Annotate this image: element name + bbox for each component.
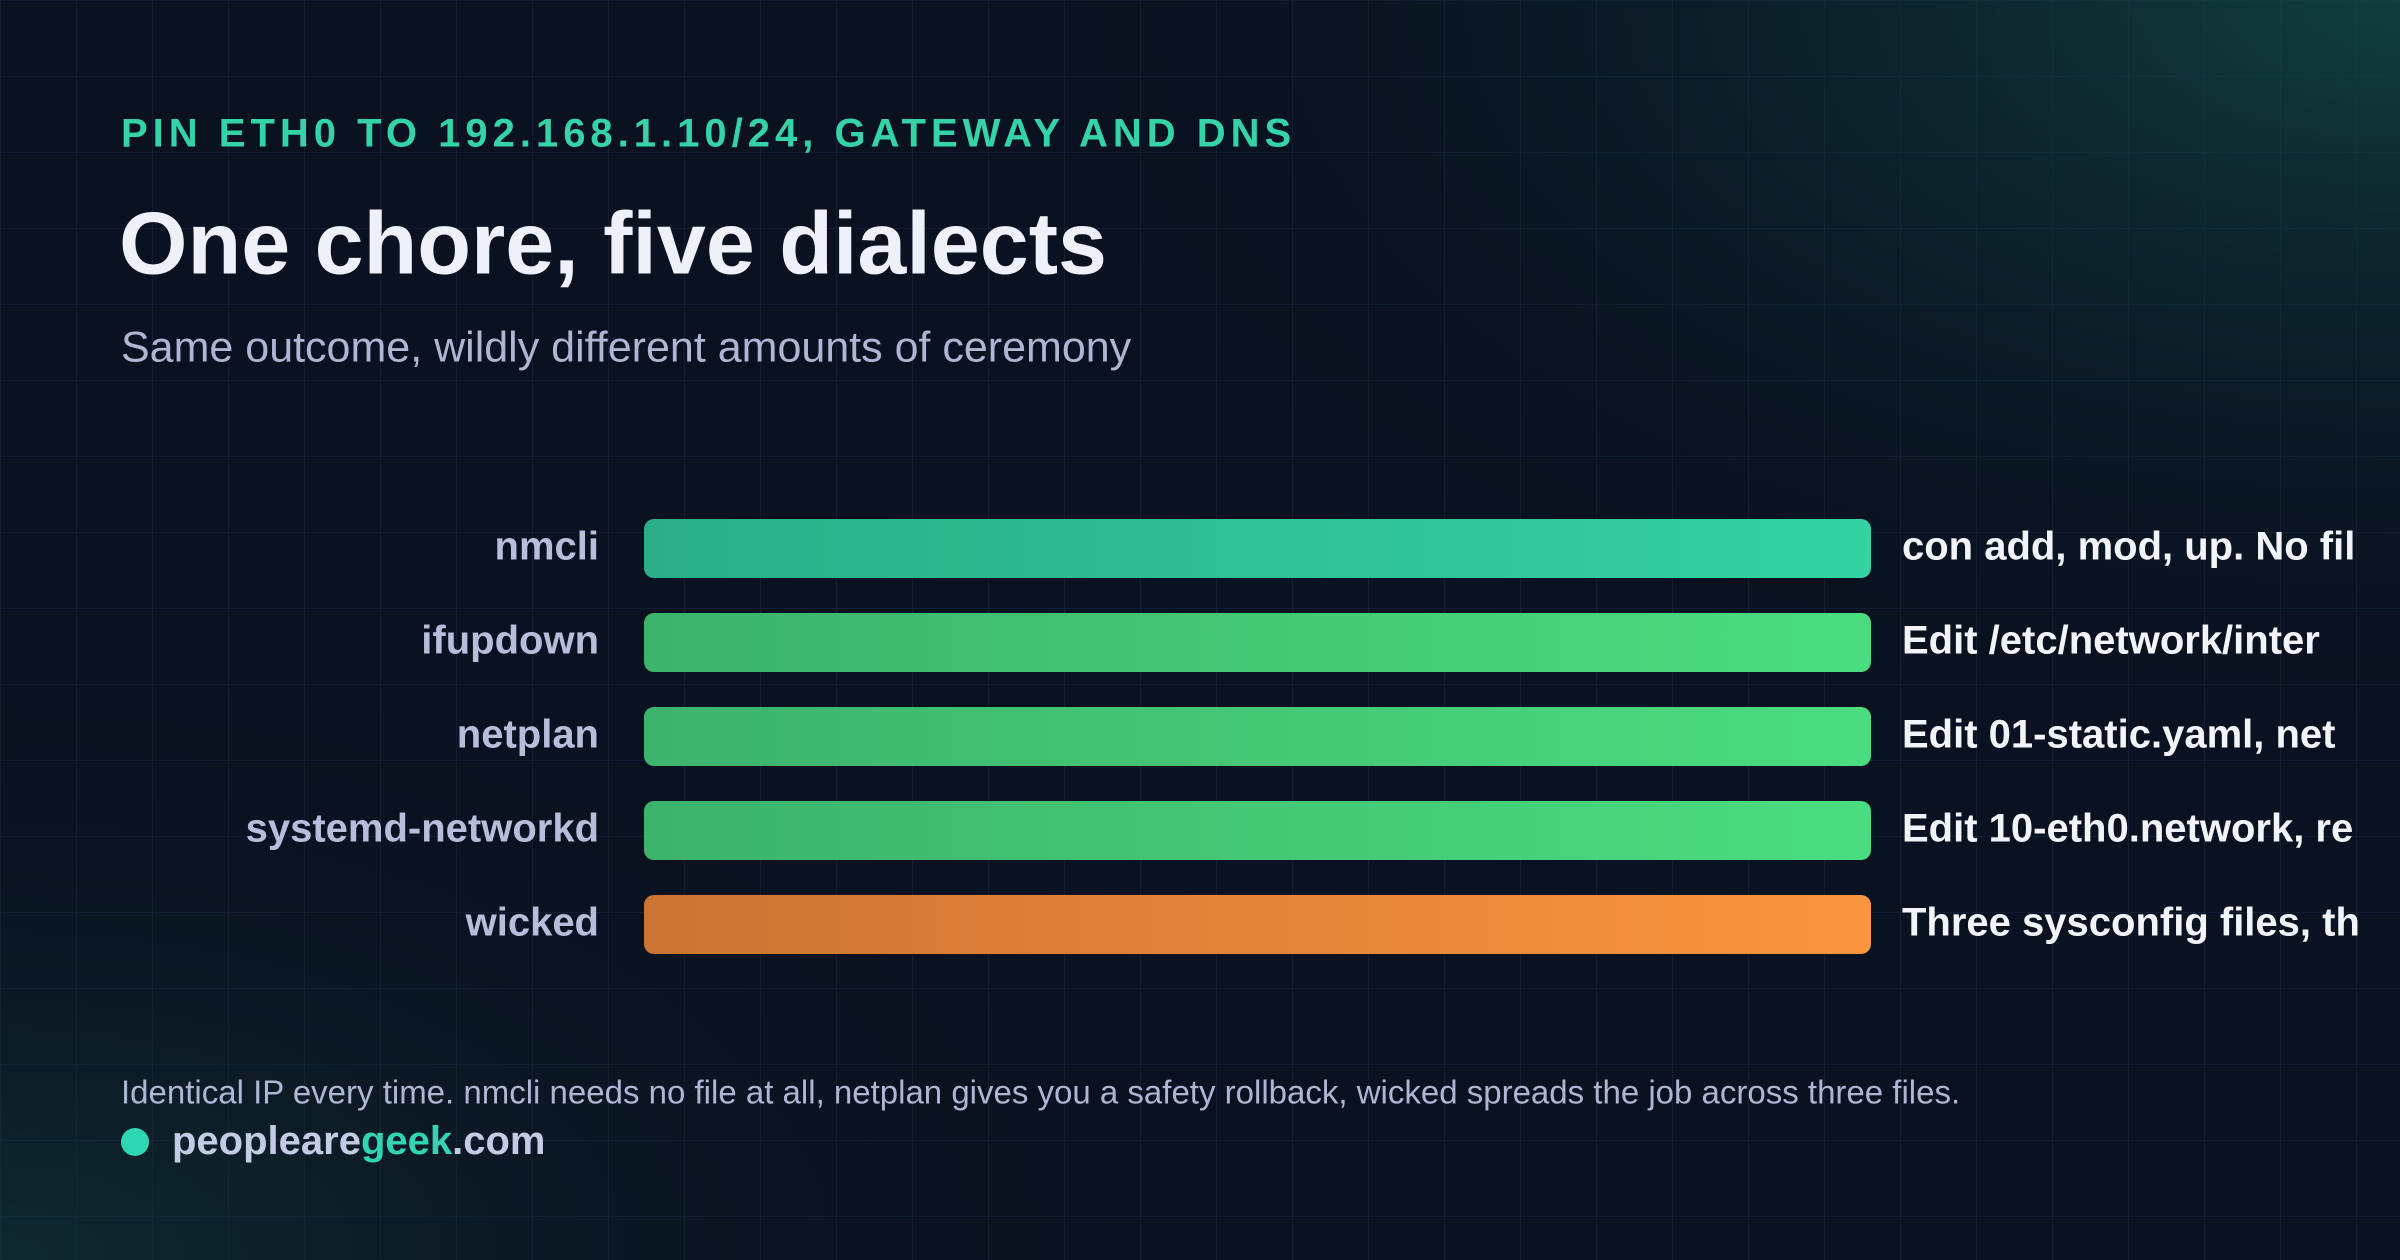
brand-part: geek [361, 1119, 453, 1163]
brand-dot [121, 1128, 149, 1156]
subtitle: Same outcome, wildly different amounts o… [121, 323, 1132, 371]
row: ifupdown Edit /etc/network/inter [421, 613, 2320, 672]
row: systemd-networkd Edit 10-eth0.network, r… [246, 801, 2353, 860]
row-label: netplan [457, 713, 599, 757]
brand: peoplearegeek.com [172, 1119, 546, 1163]
row-note: Three sysconfig files, th [1902, 901, 2360, 945]
bar [644, 707, 1871, 766]
row-label: ifupdown [421, 619, 599, 663]
row-label: systemd-networkd [246, 807, 599, 851]
brand-part: peopleare [172, 1119, 361, 1163]
row-note: Edit 10-eth0.network, re [1902, 807, 2353, 851]
row-label: nmcli [495, 525, 599, 569]
row-label: wicked [465, 901, 599, 945]
title: One chore, five dialects [119, 193, 1107, 292]
bar [644, 519, 1871, 578]
footnote: Identical IP every time. nmcli needs no … [121, 1074, 1960, 1111]
row: nmcli con add, mod, up. No fil [495, 519, 2355, 578]
bar [644, 895, 1871, 954]
row-note: Edit /etc/network/inter [1902, 619, 2320, 663]
brand-part: .com [452, 1119, 545, 1163]
row-note: con add, mod, up. No fil [1902, 525, 2355, 569]
bar [644, 613, 1871, 672]
row: wicked Three sysconfig files, th [465, 895, 2360, 954]
row-note: Edit 01-static.yaml, net [1902, 713, 2335, 757]
bar [644, 801, 1871, 860]
eyebrow: PIN ETH0 TO 192.168.1.10/24, GATEWAY AND… [121, 112, 1296, 156]
row: netplan Edit 01-static.yaml, net [457, 707, 2335, 766]
